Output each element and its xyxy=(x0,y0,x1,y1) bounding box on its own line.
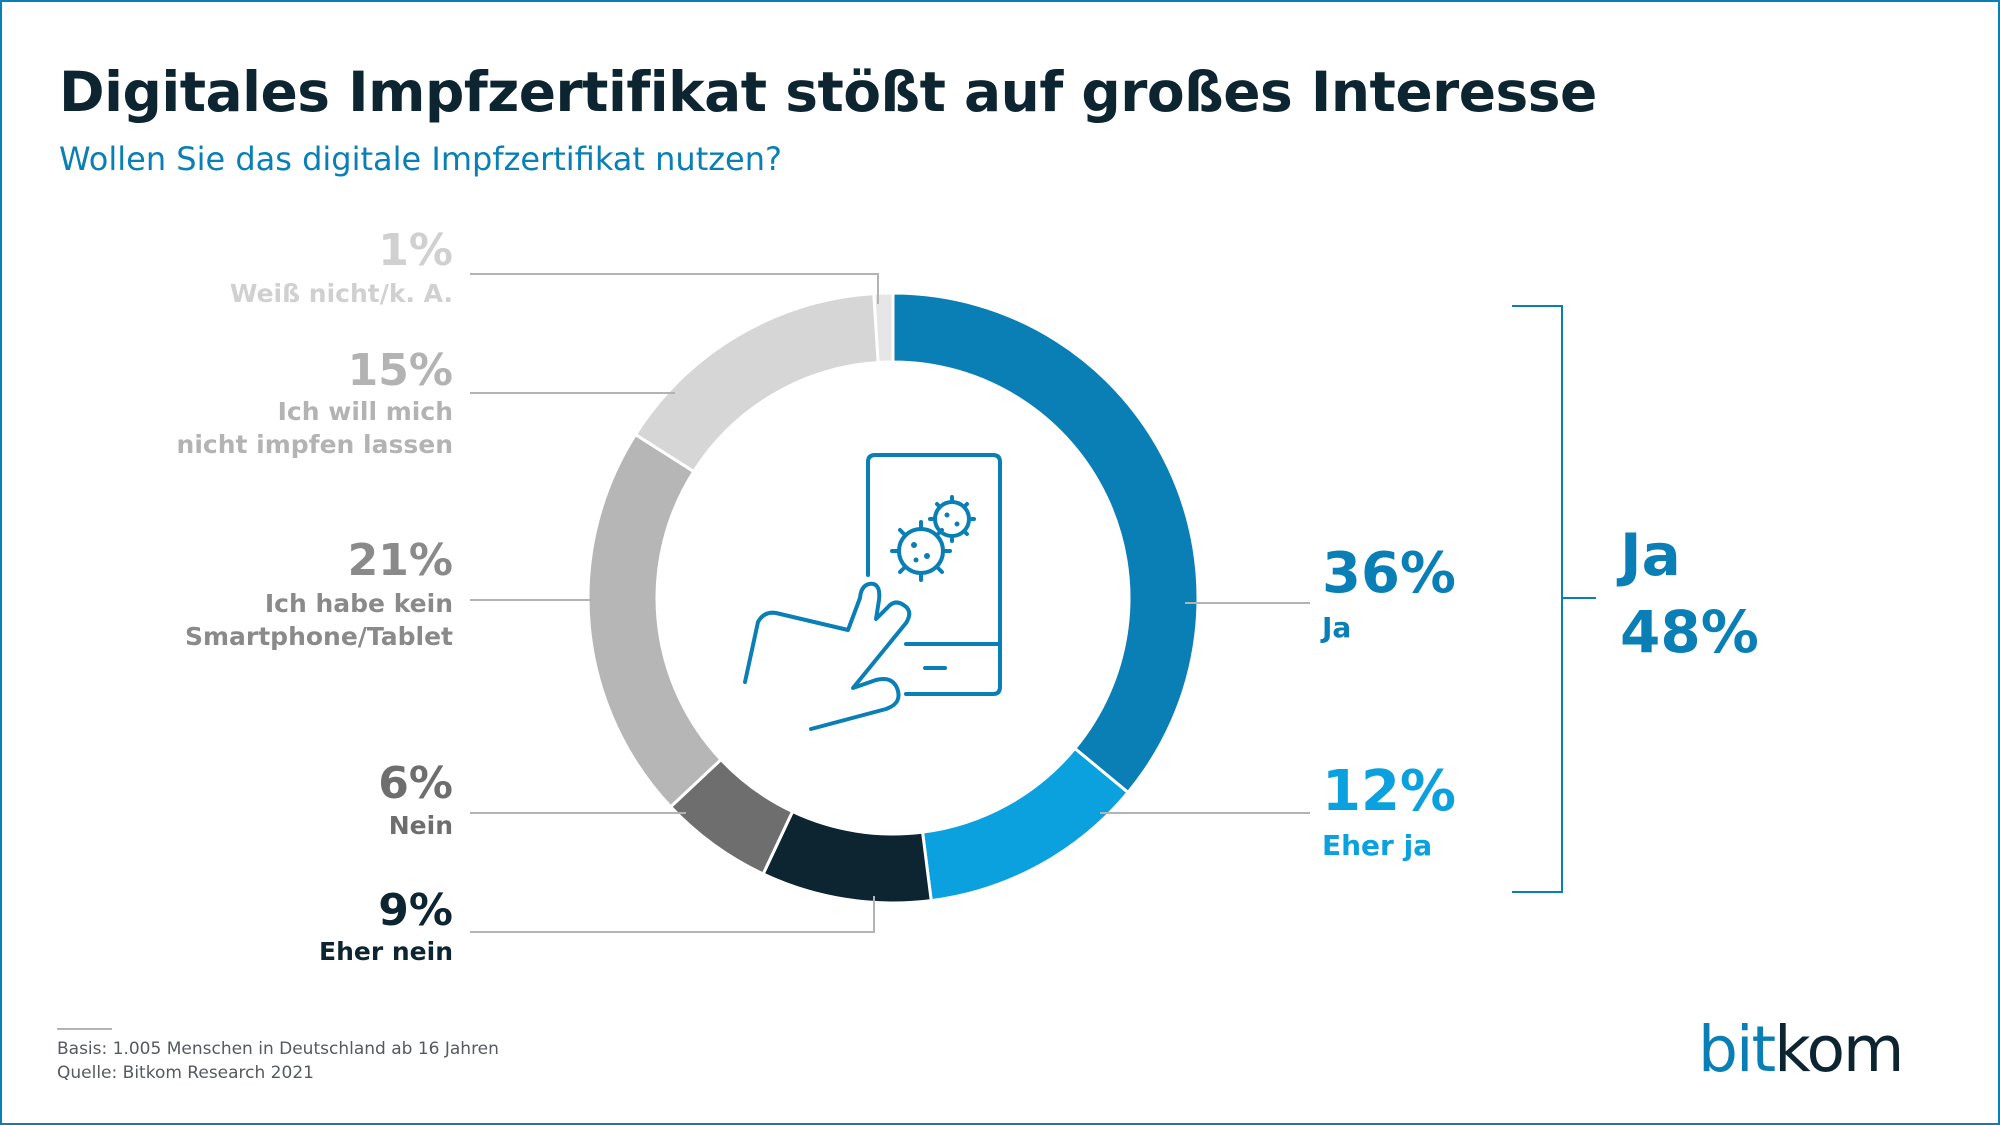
hand-touching-phone-virus-icon xyxy=(743,453,1002,731)
category-label-nein: Nein xyxy=(389,811,453,840)
value-label-eher_nein: 9% xyxy=(378,885,453,936)
summary-label: Ja xyxy=(1616,521,1681,589)
slice-weiss_nicht xyxy=(872,291,895,365)
leader-weiss_nicht xyxy=(470,273,879,304)
leader-eher_nein xyxy=(470,896,875,933)
footnote-basis: Basis: 1.005 Menschen in Deutschland ab … xyxy=(57,1039,499,1059)
value-label-nicht_impfen: 15% xyxy=(348,345,453,396)
slice-labels: 36% Ja 12% Eher ja 9%Eher nein 6%Nein 21% Ich h… xyxy=(177,225,1457,966)
slice-eher_nein xyxy=(761,809,933,905)
value-label-eher_ja: 12% xyxy=(1322,759,1456,824)
value-label-ja: 36% xyxy=(1322,541,1456,606)
chart-subtitle: Wollen Sie das digitale Impfzertifikat n… xyxy=(59,140,782,178)
category-label-nicht_impfen-1: Ich will mich xyxy=(278,397,453,426)
category-label-eher_ja: Eher ja xyxy=(1322,829,1432,862)
leader-lines xyxy=(470,273,1310,933)
footnote-quelle: Quelle: Bitkom Research 2021 xyxy=(57,1063,314,1083)
slice-nicht_impfen xyxy=(633,292,880,474)
footer-rule xyxy=(57,1028,112,1030)
slice-ja xyxy=(891,291,1200,795)
bitkom-logo-bit: bit xyxy=(1698,1013,1776,1086)
category-label-kein_smartphone-1: Ich habe kein xyxy=(265,589,453,618)
summary-value: 48% xyxy=(1620,598,1759,666)
value-label-nein: 6% xyxy=(378,758,453,809)
slice-eher_ja xyxy=(920,746,1131,903)
category-label-ja: Ja xyxy=(1320,611,1351,644)
category-label-kein_smartphone-2: Smartphone/Tablet xyxy=(185,622,453,651)
chart-title: Digitales Impfzertifikat stößt auf große… xyxy=(59,60,1597,124)
bitkom-logo: bitkom xyxy=(1698,1013,1904,1086)
category-label-eher_nein: Eher nein xyxy=(319,937,453,966)
summary-bracket xyxy=(1512,305,1596,893)
category-label-weiss_nicht: Weiß nicht/k. A. xyxy=(230,279,453,308)
value-label-weiss_nicht: 1% xyxy=(378,225,453,276)
category-label-nicht_impfen-2: nicht impfen lassen xyxy=(177,430,453,459)
donut-slices xyxy=(586,291,1200,905)
value-label-kein_smartphone: 21% xyxy=(348,535,453,586)
bitkom-logo-kom: kom xyxy=(1774,1013,1904,1086)
slice-kein_smartphone xyxy=(586,432,724,809)
